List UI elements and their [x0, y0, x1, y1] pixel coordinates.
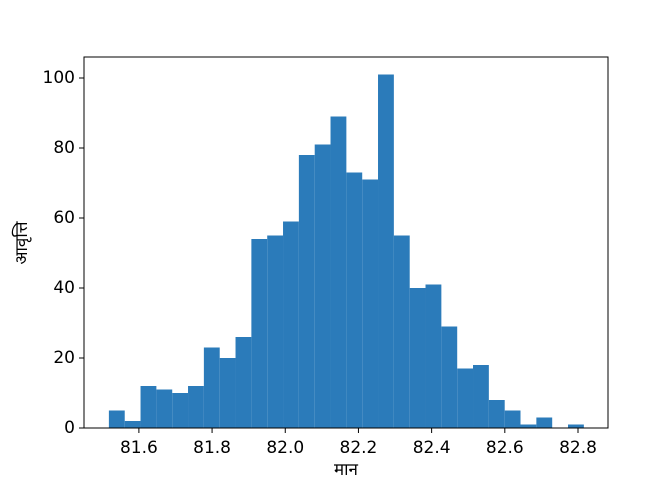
bar — [504, 410, 521, 428]
bar — [346, 172, 363, 428]
bar — [298, 155, 315, 428]
bar — [457, 368, 474, 428]
bar — [108, 410, 125, 428]
plot-frame — [83, 56, 609, 429]
bar — [425, 284, 442, 428]
y-axis-label: आवृत्ति — [11, 221, 32, 264]
bar — [378, 74, 394, 428]
bar — [188, 386, 204, 428]
bar — [568, 424, 584, 428]
bar — [520, 424, 537, 428]
bar — [362, 179, 379, 428]
bar — [409, 288, 426, 428]
x-tick-label: 82.8 — [559, 438, 597, 458]
bar — [172, 393, 189, 428]
x-tick-label: 82.6 — [486, 438, 524, 458]
x-tick-label: 82.0 — [266, 438, 304, 458]
x-tick-label: 82.4 — [413, 438, 451, 458]
x-tick-label: 81.6 — [120, 438, 158, 458]
y-tick-label: 60 — [53, 208, 75, 228]
bar — [393, 235, 410, 428]
bar — [314, 144, 331, 428]
bar — [140, 386, 157, 428]
bar — [267, 235, 284, 428]
bar — [219, 358, 236, 428]
x-axis-label: मान — [334, 460, 359, 480]
y-tick-label: 100 — [43, 68, 75, 88]
bar — [283, 221, 299, 428]
x-tick-label: 82.2 — [340, 438, 378, 458]
bar — [235, 337, 252, 428]
bar — [156, 389, 173, 428]
y-tick-label: 20 — [53, 348, 75, 368]
bar — [330, 116, 347, 428]
bar — [473, 365, 489, 428]
bar — [488, 400, 505, 428]
bar — [124, 421, 141, 428]
bar — [203, 347, 220, 428]
bar — [536, 417, 553, 428]
bar — [251, 239, 268, 428]
x-tick-label: 81.8 — [193, 438, 231, 458]
y-tick-label: 0 — [64, 418, 75, 438]
y-tick-label: 80 — [53, 138, 75, 158]
y-tick-label: 40 — [53, 278, 75, 298]
bar — [441, 326, 458, 428]
